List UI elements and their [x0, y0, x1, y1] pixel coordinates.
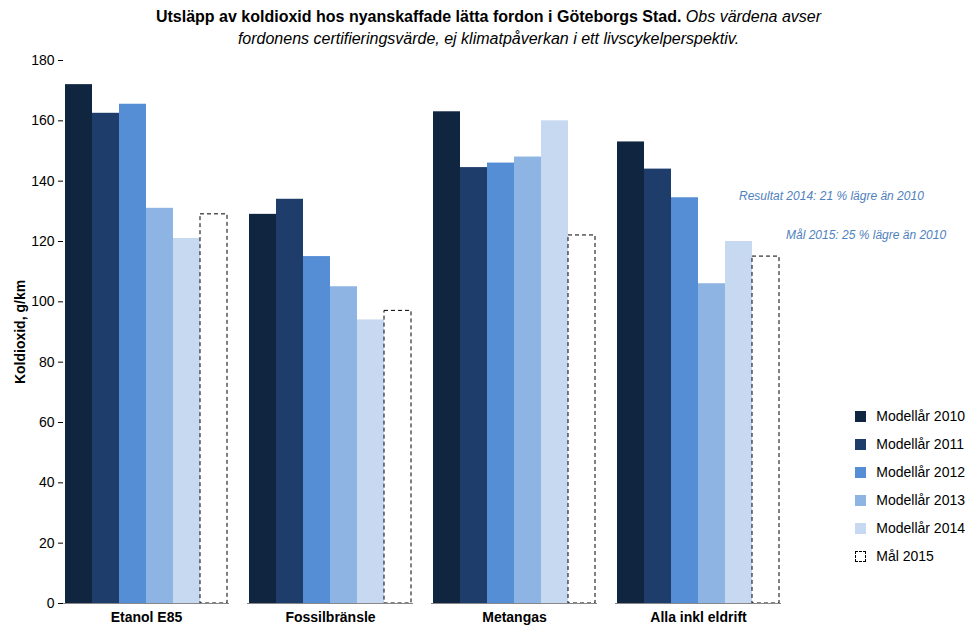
html-text:Modellår 2014: Modellår 2014 — [876, 520, 965, 536]
svg-text:40: 40 — [39, 474, 55, 490]
svg-text:120: 120 — [31, 233, 55, 249]
svg-text:20: 20 — [39, 535, 55, 551]
html-text:Modellår 2011: Modellår 2011 — [876, 436, 964, 452]
html-text:Modellår 2012: Modellår 2012 — [876, 464, 965, 480]
svg-text:Resultat 2014: 21 % lägre än 2: Resultat 2014: 21 % lägre än 2010 — [739, 189, 924, 203]
svg-text:80: 80 — [39, 354, 55, 370]
svg-text:Etanol E85: Etanol E85 — [111, 609, 183, 625]
svg-text:140: 140 — [31, 173, 55, 189]
svg-text:100: 100 — [31, 293, 55, 309]
html-text:Modellår 2013: Modellår 2013 — [876, 492, 965, 508]
svg-text:Fossilbränsle: Fossilbränsle — [285, 609, 375, 625]
svg-text:Koldioxid, g/km: Koldioxid, g/km — [12, 280, 28, 384]
svg-text:Alla inkl eldrift: Alla inkl eldrift — [650, 609, 747, 625]
html-text:Mål 2015: Mål 2015 — [876, 548, 934, 564]
svg-text:60: 60 — [39, 414, 55, 430]
html-text:Utsläpp av koldioxid hos nyans: Utsläpp av koldioxid hos nyanskaffade lä… — [156, 8, 821, 47]
svg-text:Mål 2015: 25 % lägre än 2010: Mål 2015: 25 % lägre än 2010 — [786, 228, 946, 242]
svg-text:Metangas: Metangas — [482, 609, 547, 625]
svg-text:160: 160 — [31, 112, 55, 128]
html-text:Modellår 2010: Modellår 2010 — [876, 408, 965, 424]
svg-text:180: 180 — [31, 52, 55, 68]
svg-text:0: 0 — [47, 595, 55, 611]
